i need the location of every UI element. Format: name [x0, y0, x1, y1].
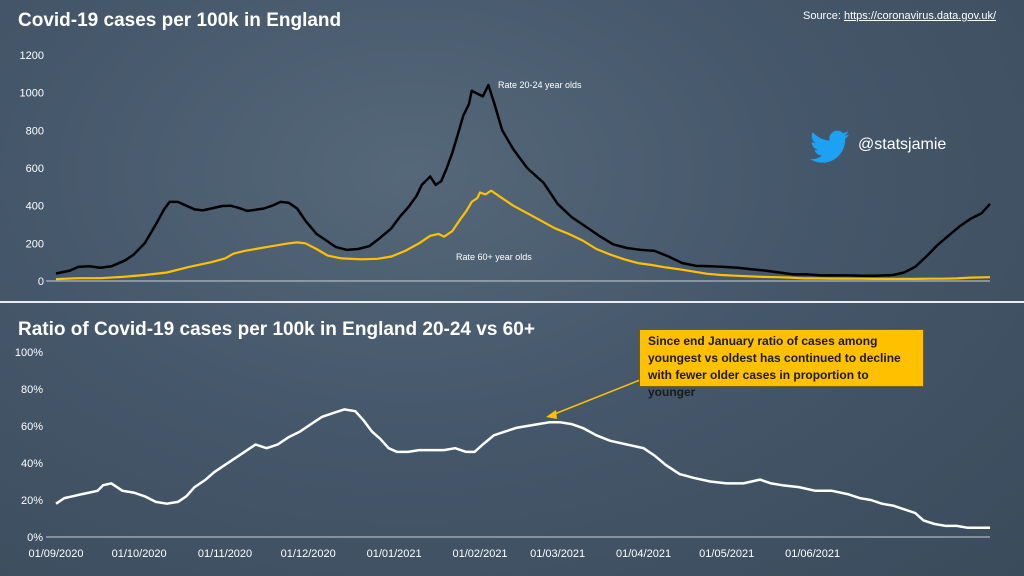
top-y-axis: 0 200 400 600 800 1000 1200 — [20, 50, 44, 288]
chart-divider — [0, 301, 1024, 303]
twitter-icon[interactable] — [810, 130, 850, 164]
top-y-tick-label: 400 — [26, 201, 44, 213]
bottom-x-axis-ticks: 01/09/2020 01/10/2020 01/11/2020 01/12/2020… — [28, 548, 840, 560]
annotation-callout: Since end January ratio of cases among y… — [639, 329, 924, 399]
x-tick-label: 01/06/2021 — [785, 548, 840, 560]
top-y-tick-label: 200 — [26, 238, 44, 250]
top-y-tick-label: 800 — [26, 125, 44, 137]
twitter-handle[interactable]: @statsjamie — [858, 136, 947, 153]
source-note: Source: https://coronavirus.data.gov.uk/ — [803, 10, 996, 22]
source-link[interactable]: https://coronavirus.data.gov.uk/ — [843, 10, 996, 22]
x-tick-label: 01/04/2021 — [616, 548, 671, 560]
bottom-y-tick-label: 100% — [15, 347, 43, 359]
chart-title-cases: Covid-19 cases per 100k in England — [18, 10, 342, 31]
top-y-tick-label: 600 — [26, 163, 44, 175]
x-tick-label: 01/03/2021 — [530, 548, 585, 560]
bottom-y-tick-label: 40% — [21, 458, 43, 470]
bottom-y-axis: 0% 20% 40% 60% 80% 100% — [15, 347, 43, 544]
top-y-tick-label: 1200 — [20, 50, 44, 62]
series-label-60plus: Rate 60+ year olds — [456, 252, 532, 262]
x-tick-label: 01/12/2020 — [281, 548, 336, 560]
annotation-arrowhead — [546, 410, 557, 419]
bottom-y-tick-label: 80% — [21, 384, 43, 396]
top-y-tick-label: 1000 — [20, 88, 44, 100]
x-tick-label: 01/02/2021 — [453, 548, 508, 560]
x-tick-label: 01/01/2021 — [367, 548, 422, 560]
x-tick-label: 01/09/2020 — [28, 548, 83, 560]
x-tick-label: 01/11/2020 — [198, 548, 252, 560]
top-y-tick-label: 0 — [38, 276, 44, 288]
bottom-y-tick-label: 20% — [21, 495, 43, 507]
x-tick-label: 01/10/2020 — [112, 548, 167, 560]
bottom-y-tick-label: 0% — [27, 532, 43, 544]
series-line-ratio — [55, 408, 990, 530]
x-tick-label: 01/05/2021 — [699, 548, 754, 560]
series-line-20-24 — [55, 83, 991, 277]
bottom-y-tick-label: 60% — [21, 421, 43, 433]
chart-title-ratio: Ratio of Covid-19 cases per 100k in Engl… — [18, 319, 535, 340]
source-prefix: Source: — [802, 10, 844, 22]
annotation-arrow — [551, 379, 641, 416]
series-line-60plus — [55, 189, 991, 281]
series-label-20-24: Rate 20-24 year olds — [498, 80, 582, 90]
